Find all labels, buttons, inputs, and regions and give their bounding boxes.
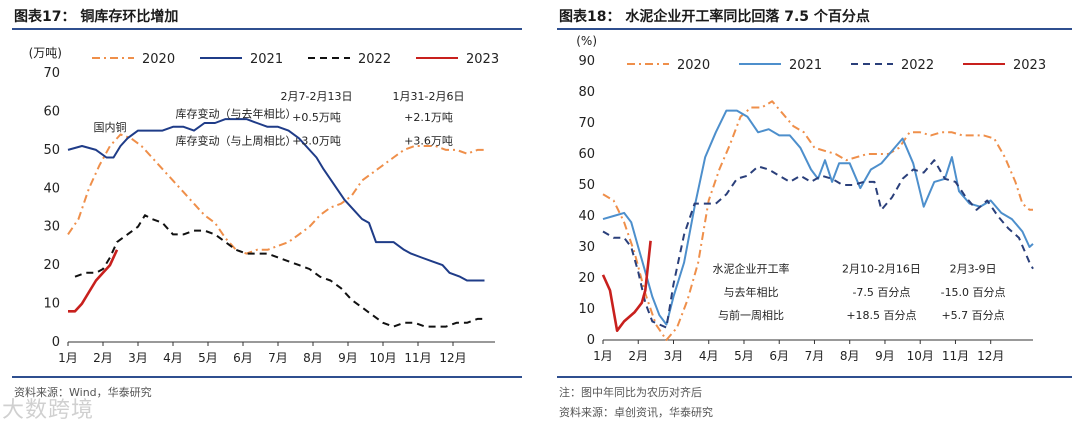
y-tick-label: 70 (578, 116, 595, 131)
x-tick-label: 11月 (404, 351, 431, 365)
y-tick-label: 0 (52, 335, 60, 350)
series-line-2023 (601, 240, 652, 333)
y-tick-label: 0 (587, 333, 595, 348)
x-tick-label: 2月 (628, 349, 648, 363)
legend-label-2020: 2020 (142, 52, 175, 67)
x-tick-label: 12月 (977, 349, 1004, 363)
annotation-text: +0.5万吨 (292, 111, 341, 124)
watermark-logo: 大数跨境 (2, 398, 95, 423)
annotation-text: +3.6万吨 (404, 134, 453, 147)
x-tick-label: 3月 (664, 349, 684, 363)
right-chart-title: 图表18： 水泥企业开工率同比回落 7.5 个百分点 (559, 9, 870, 25)
series-line-2020 (67, 133, 485, 255)
y-tick-label: 80 (578, 85, 595, 100)
annotation-text: 库存变动（与上周相比） (176, 133, 297, 147)
annotation-text: 1月31-2月6日 (393, 90, 465, 103)
x-tick-label: 10月 (369, 351, 396, 365)
left-chart-title: 图表17： 铜库存环比增加 (14, 9, 179, 25)
right-footer-rule (557, 376, 1072, 378)
series-line-2020 (602, 100, 1033, 341)
annotation-text: 2月3-9日 (950, 263, 997, 276)
y-tick-label: 60 (578, 147, 595, 162)
y-tick-label: 20 (578, 271, 595, 286)
annotation-text: +5.7 百分点 (941, 309, 1004, 322)
x-tick-label: 8月 (840, 349, 860, 363)
x-tick-label: 8月 (303, 351, 323, 365)
x-tick-label: 5月 (198, 351, 218, 365)
x-tick-label: 1月 (58, 351, 78, 365)
right-note: 注：图中年同比为农历对齐后 (559, 386, 702, 399)
series-line-2022 (602, 159, 1034, 329)
annotation-text: 2月7-2月13日 (281, 90, 353, 103)
right-source: 资料来源：卓创资讯，华泰研究 (559, 406, 713, 419)
legend-label-2020: 2020 (677, 58, 710, 73)
annotation-text: +18.5 百分点 (846, 309, 916, 322)
y-tick-label: 60 (43, 104, 60, 119)
x-tick-label: 4月 (699, 349, 719, 363)
annotation-text: -15.0 百分点 (941, 286, 1006, 299)
y-tick-label: 40 (578, 209, 595, 224)
series-line-2022 (74, 214, 485, 328)
y-tick-label: 40 (43, 181, 60, 196)
annotation-text: +3.0万吨 (292, 134, 341, 147)
right-title-rule (557, 28, 1072, 30)
x-tick-label: 9月 (875, 349, 895, 363)
legend-label-2023: 2023 (1013, 58, 1046, 73)
annotation-text: 水泥企业开工率 (713, 262, 790, 276)
legend-label-2021: 2021 (250, 52, 283, 67)
y-tick-label: 50 (43, 143, 60, 158)
unit-label: (万吨) (29, 46, 62, 60)
right-chart-panel: 图表18： 水泥企业开工率同比回落 7.5 个百分点 (%) 0 10 20 30 40 5… (545, 0, 1080, 429)
annotation-text: +2.1万吨 (404, 111, 453, 124)
x-tick-label: 4月 (163, 351, 183, 365)
x-tick-label: 11月 (942, 349, 969, 363)
y-tick-label: 10 (43, 297, 60, 312)
x-tick-label: 10月 (907, 349, 934, 363)
y-tick-label: 50 (578, 178, 595, 193)
annotation-text: 2月10-2月16日 (842, 263, 921, 276)
y-tick-label: 10 (578, 302, 595, 317)
series-line-2021 (67, 118, 485, 282)
annotation-text: 与前一周相比 (718, 308, 784, 322)
annotation-text: 库存变动（与去年相比） (176, 106, 297, 120)
right-line-chart: (%) 0 10 20 30 40 50 60 70 80 90 1月 2月 3月 4月 5月 6月 7月 8月 9月… (576, 34, 1046, 363)
left-line-chart: (万吨) 0 10 20 30 40 50 60 70 1月 2月 3月 4月 5月 6月 7月 8月 9月 10月… (29, 46, 499, 365)
x-tick-label: 2月 (93, 351, 113, 365)
y-tick-label: 70 (43, 66, 60, 81)
legend-label-2022: 2022 (358, 52, 391, 67)
left-title-rule (12, 28, 522, 30)
x-tick-label: 9月 (338, 351, 358, 365)
y-tick-label: 90 (578, 54, 595, 69)
series-line-2023 (68, 249, 119, 313)
x-tick-label: 6月 (233, 351, 253, 365)
x-tick-label: 7月 (805, 349, 825, 363)
y-tick-label: 20 (43, 258, 60, 273)
legend-label-2021: 2021 (789, 58, 822, 73)
left-chart-panel: 图表17： 铜库存环比增加 (万吨) 0 10 20 30 40 50 60 70 1月 2月 3月 4… (0, 0, 530, 429)
annotation-text: 与去年相比 (724, 285, 779, 299)
y-tick-label: 30 (578, 240, 595, 255)
left-source: 资料来源：Wind，华泰研究 (14, 386, 152, 399)
x-tick-label: 5月 (734, 349, 754, 363)
x-tick-label: 12月 (439, 351, 466, 365)
x-tick-label: 6月 (769, 349, 789, 363)
legend-label-2023: 2023 (466, 52, 499, 67)
legend-label-2022: 2022 (901, 58, 934, 73)
annotation-text: 国内铜 (94, 120, 127, 134)
annotation-text: -7.5 百分点 (852, 286, 910, 299)
x-tick-label: 3月 (128, 351, 148, 365)
unit-label: (%) (576, 34, 597, 48)
left-footer-rule (12, 376, 522, 378)
x-tick-label: 1月 (593, 349, 613, 363)
y-tick-label: 30 (43, 220, 60, 235)
x-tick-label: 7月 (268, 351, 288, 365)
